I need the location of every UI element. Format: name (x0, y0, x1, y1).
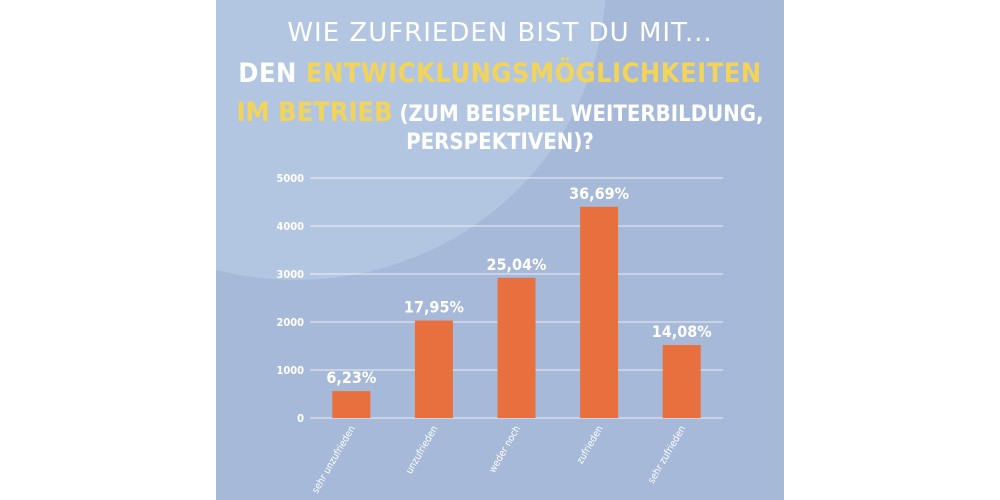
title-line-3-rest: (ZUM BEISPIEL WEITERBILDUNG, (392, 102, 764, 127)
x-tick-label: sehr unzufrieden (310, 424, 358, 495)
y-tick-label: 3000 (276, 268, 304, 281)
title-line-3: IM BETRIEB (ZUM BEISPIEL WEITERBILDUNG, (216, 97, 784, 128)
data-label: 14,08% (652, 322, 712, 341)
x-tick-label: weder noch (487, 424, 523, 475)
x-tick-label: sehr zufrieden (646, 424, 688, 486)
infographic-panel: WIE ZUFRIEDEN BIST DU MIT... DEN ENTWICK… (216, 0, 784, 500)
bar-chart: 0 1000 2000 3000 4000 5000 6,23% sehr unzufried… (276, 172, 723, 495)
data-label: 17,95% (404, 298, 464, 317)
x-tick-label: unzufrieden (404, 424, 440, 476)
data-label: 36,69% (569, 184, 629, 203)
bar (414, 320, 453, 418)
y-tick-label: 5000 (276, 172, 304, 185)
data-label: 25,04% (487, 255, 547, 274)
bar (497, 277, 536, 418)
title-line-2: DEN ENTWICKLUNGSMÖGLICHKEITEN (216, 58, 784, 89)
bar (580, 206, 619, 418)
title-highlight-1: ENTWICKLUNGSMÖGLICHKEITEN (305, 58, 762, 89)
bar (662, 345, 701, 418)
title-line-1: WIE ZUFRIEDEN BIST DU MIT... (287, 18, 713, 48)
data-label: 6,23% (326, 368, 376, 387)
title-prefix: DEN (238, 58, 306, 89)
title-highlight-2: IM BETRIEB (236, 97, 393, 128)
title-line-4: PERSPEKTIVEN)? (406, 130, 594, 155)
y-tick-label: 4000 (276, 220, 304, 233)
bar (332, 391, 371, 418)
y-tick-label: 2000 (276, 316, 304, 329)
y-tick-label: 0 (297, 412, 304, 425)
x-tick-label: zufrieden (575, 424, 606, 466)
y-tick-label: 1000 (276, 364, 304, 377)
